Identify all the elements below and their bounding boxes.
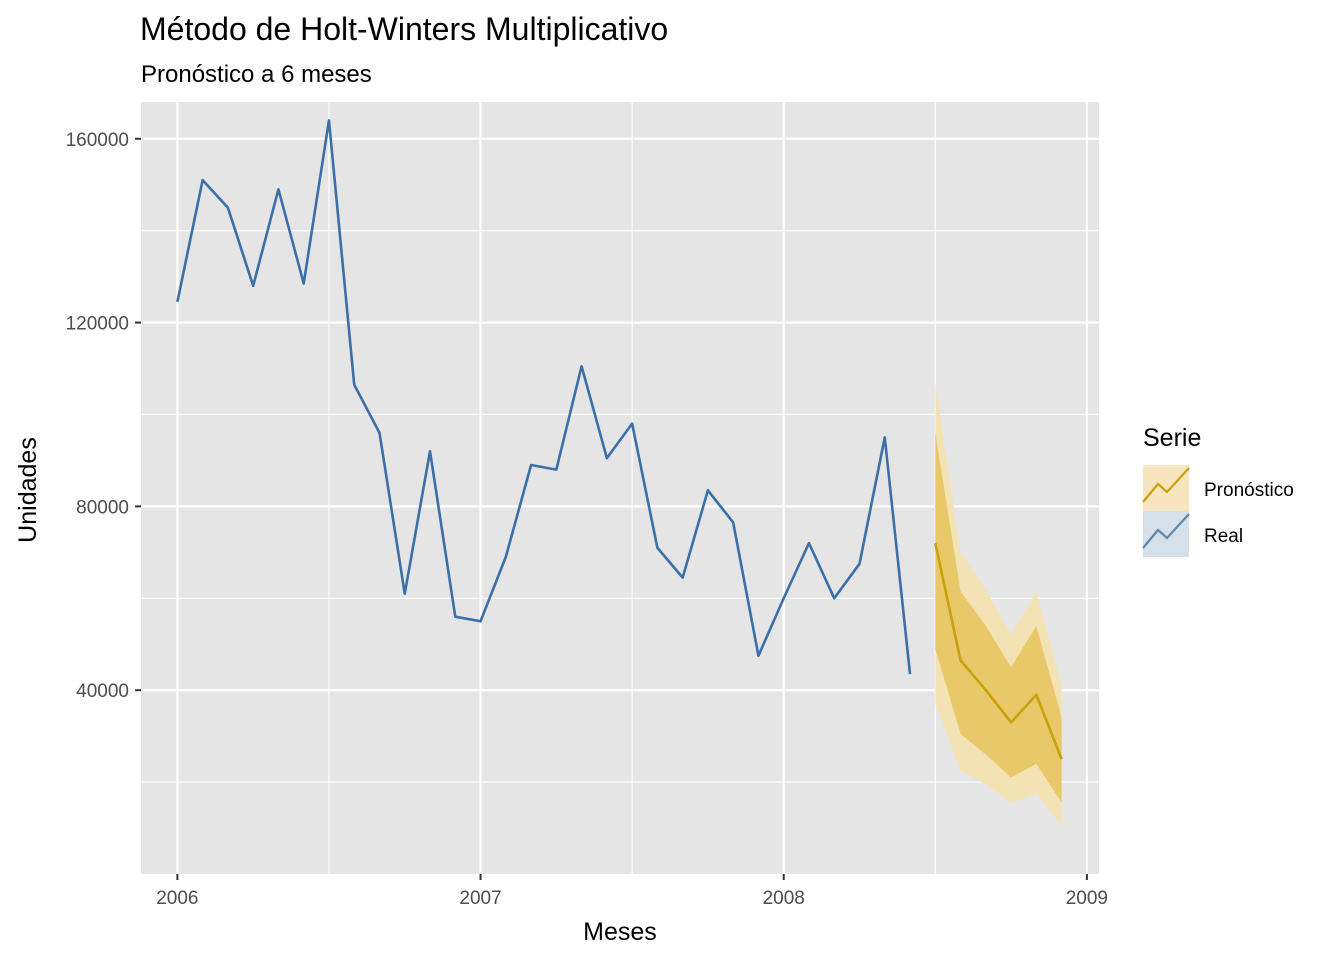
x-axis-title: Meses <box>583 918 657 946</box>
legend-key-forecast <box>1143 465 1189 511</box>
legend: Serie Pronóstico Real <box>1142 424 1294 557</box>
legend-label-forecast: Pronóstico <box>1204 480 1294 501</box>
legend-label-real: Real <box>1204 526 1243 547</box>
series-lines <box>176 119 1063 760</box>
y-tick-label: 80000 <box>76 497 129 518</box>
chart-title: Método de Holt-Winters Multiplicativo <box>140 11 668 47</box>
x-tick-label: 2009 <box>1066 888 1108 909</box>
x-axis: 2006 2007 2008 2009 <box>156 874 1108 909</box>
y-tick-label: 120000 <box>66 314 129 335</box>
x-tick-label: 2007 <box>459 888 501 909</box>
x-tick-label: 2006 <box>156 888 198 909</box>
legend-title: Serie <box>1143 424 1201 452</box>
plot-panel <box>141 102 1099 874</box>
chart-subtitle: Pronóstico a 6 meses <box>141 61 372 88</box>
y-tick-label: 160000 <box>66 130 129 151</box>
legend-key-forecast-line <box>1142 467 1190 503</box>
x-tick-label: 2008 <box>763 888 805 909</box>
y-axis-title: Unidades <box>14 437 42 543</box>
y-tick-label: 40000 <box>76 681 129 702</box>
legend-key-real-line <box>1142 513 1190 549</box>
series-line-forecast <box>934 542 1063 760</box>
legend-key-real <box>1143 511 1189 557</box>
forecast-intervals <box>935 382 1062 826</box>
forecast-band-80 <box>935 432 1062 803</box>
grid-minor <box>141 102 1099 874</box>
y-axis: 40000 80000 120000 160000 <box>66 130 141 702</box>
series-line-real <box>176 119 912 675</box>
